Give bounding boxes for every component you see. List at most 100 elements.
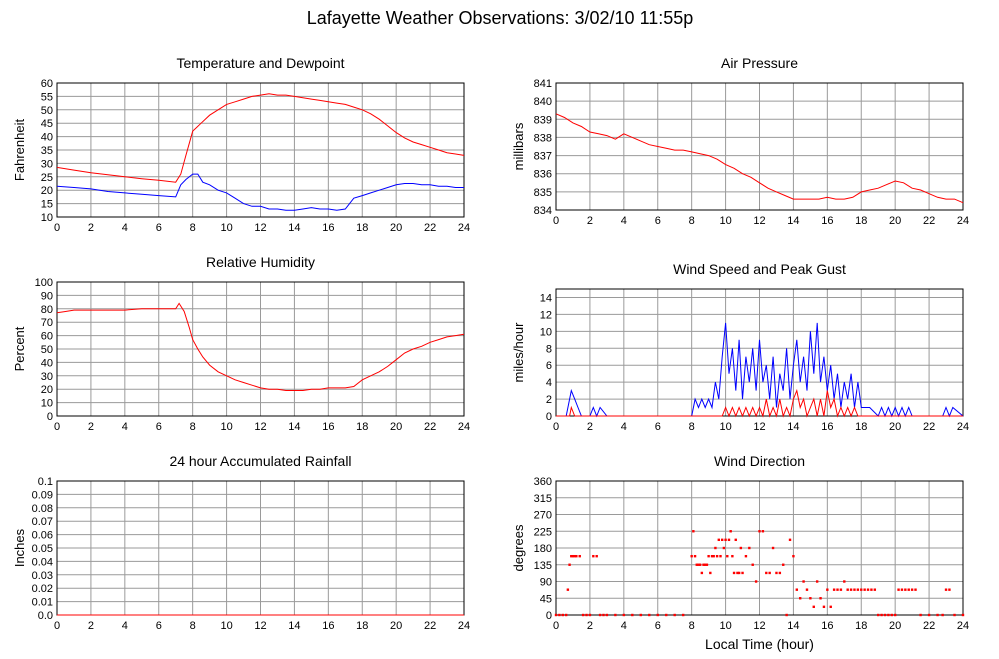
x-tick-label: 18: [356, 222, 368, 234]
x-tick-label: 18: [356, 620, 368, 632]
data-point: [639, 613, 642, 617]
data-point: [739, 546, 743, 550]
series-line-0: [555, 113, 964, 204]
y-tick-label: 0.0: [38, 610, 53, 622]
data-point: [732, 571, 736, 575]
y-tick-label: 0.02: [32, 583, 53, 595]
data-point: [709, 571, 712, 575]
chart-title: Air Pressure: [721, 55, 798, 71]
x-tick-label: 14: [288, 421, 300, 433]
x-tick-label: 16: [322, 620, 334, 632]
data-point: [568, 563, 571, 566]
x-tick-label: 0: [553, 215, 559, 227]
y-tick-label: 270: [534, 510, 552, 522]
data-point: [554, 613, 558, 617]
y-tick-label: 0.04: [32, 556, 53, 568]
y-tick-label: 0.09: [32, 489, 53, 501]
data-point: [719, 554, 722, 558]
data-point: [695, 563, 698, 566]
data-point: [914, 588, 917, 591]
data-point: [602, 613, 605, 617]
y-tick-label: 2: [546, 394, 552, 406]
y-tick-label: 35: [41, 145, 53, 157]
x-tick-label: 12: [753, 620, 765, 632]
x-tick-label: 12: [254, 421, 266, 433]
data-point: [558, 613, 561, 617]
x-tick-label: 6: [156, 620, 162, 632]
x-axis-label: Local Time (hour): [705, 636, 814, 652]
data-point: [598, 613, 602, 617]
series-line-1: [56, 173, 464, 211]
y-tick-label: 0.08: [32, 503, 53, 515]
chart-rh: 0 2 4 6 8 10 12 14 16 18 20 22 240102030405060708090…: [12, 254, 470, 433]
chart-temp: 0 2 4 6 8 10 12 14 16 18 20 22 241015202530354045505…: [12, 55, 470, 234]
y-tick-label: 180: [534, 543, 552, 555]
y-tick-label: 55: [41, 91, 53, 103]
x-tick-label: 14: [787, 421, 799, 433]
x-tick-label: 0: [553, 620, 559, 632]
x-tick-label: 18: [855, 421, 867, 433]
data-point: [887, 613, 890, 617]
x-tick-label: 12: [753, 215, 765, 227]
y-tick-label: 40: [41, 357, 53, 369]
data-point: [724, 538, 727, 542]
data-point: [614, 613, 617, 617]
y-tick-label: 6: [546, 360, 552, 372]
x-tick-label: 2: [587, 620, 593, 632]
x-tick-label: 22: [923, 421, 935, 433]
y-tick-label: 315: [534, 493, 552, 505]
y-tick-label: 25: [41, 172, 53, 184]
y-tick-label: 10: [41, 398, 53, 410]
x-tick-label: 2: [587, 421, 593, 433]
y-tick-label: 0.05: [32, 543, 53, 555]
data-point: [715, 554, 719, 558]
data-point: [717, 538, 720, 542]
x-tick-label: 20: [390, 222, 402, 234]
data-point: [936, 613, 939, 617]
data-point: [948, 588, 951, 591]
data-point: [737, 571, 741, 575]
y-tick-label: 14: [540, 292, 552, 304]
data-point: [622, 613, 626, 617]
data-point: [748, 546, 751, 550]
data-point: [877, 613, 880, 617]
data-point: [860, 588, 863, 591]
y-tick-label: 135: [534, 560, 552, 572]
data-point: [690, 554, 693, 558]
data-point: [631, 613, 634, 617]
y-tick-label: 0.01: [32, 597, 53, 609]
x-tick-label: 4: [122, 620, 128, 632]
x-tick-label: 18: [855, 215, 867, 227]
data-point: [581, 613, 585, 617]
y-tick-label: 90: [540, 577, 552, 589]
data-point: [866, 588, 870, 591]
data-point: [731, 554, 734, 558]
x-tick-label: 16: [821, 620, 833, 632]
data-point: [595, 554, 598, 558]
x-tick-label: 6: [655, 620, 661, 632]
x-tick-label: 24: [957, 215, 969, 227]
data-point: [843, 580, 846, 583]
data-point: [953, 613, 956, 617]
data-point: [799, 597, 802, 600]
data-point: [944, 588, 948, 591]
y-tick-label: 837: [534, 151, 552, 163]
data-point: [710, 554, 714, 558]
data-point: [849, 588, 853, 591]
y-axis-label: millibars: [511, 122, 526, 170]
y-axis-label: degrees: [511, 524, 526, 571]
x-tick-label: 8: [689, 421, 695, 433]
x-tick-label: 24: [458, 421, 470, 433]
data-point: [826, 588, 829, 591]
data-point: [573, 554, 576, 558]
y-tick-label: 834: [534, 205, 552, 217]
data-point: [585, 613, 588, 617]
chart-title: Wind Direction: [714, 453, 805, 469]
y-tick-label: 8: [546, 343, 552, 355]
x-tick-label: 20: [390, 421, 402, 433]
data-point: [775, 571, 778, 575]
x-tick-label: 0: [54, 222, 60, 234]
y-tick-label: 50: [41, 105, 53, 117]
y-tick-label: 60: [41, 331, 53, 343]
